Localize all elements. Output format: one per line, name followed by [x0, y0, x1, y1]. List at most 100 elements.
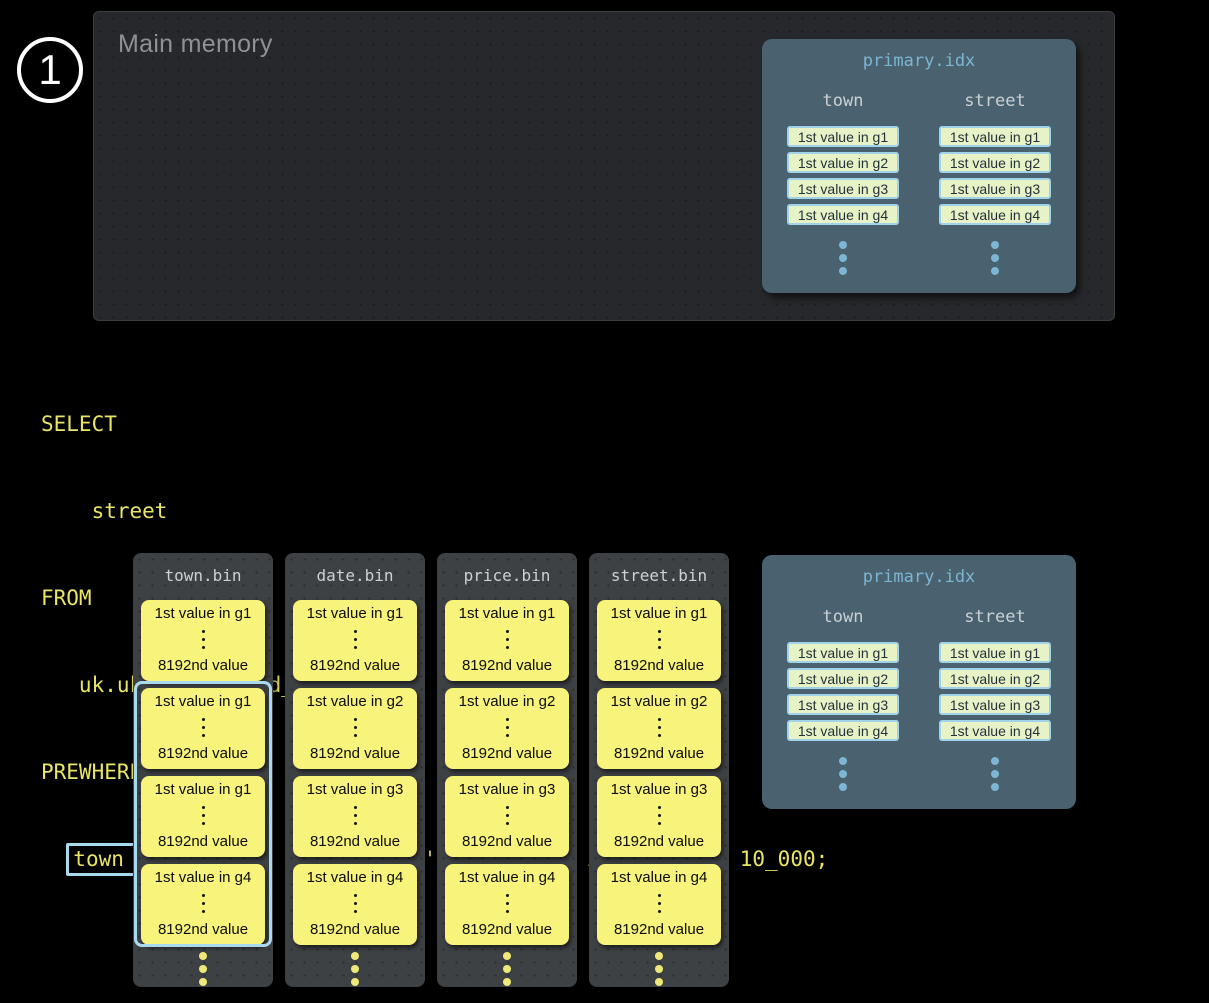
index-entry-chip: 1st value in g1 [939, 642, 1051, 663]
step-badge: 1 [17, 37, 83, 103]
index-entry-chip: 1st value in g3 [939, 694, 1051, 715]
granule-block: 1st value in g3 8192nd value [293, 776, 417, 857]
index-column-header: street [964, 91, 1026, 111]
index-column-header: street [964, 607, 1026, 627]
granule-last-value: 8192nd value [309, 657, 401, 674]
granule-ellipsis-icon [201, 630, 205, 649]
index-entry-chip: 1st value in g2 [939, 152, 1051, 173]
granule-first-value: 1st value in g1 [154, 781, 252, 798]
index-column-header: town [822, 607, 864, 627]
granule-last-value: 8192nd value [157, 921, 249, 938]
granule-block: 1st value in g1 8192nd value [445, 600, 569, 681]
sql-line: PREWHERE [41, 760, 143, 784]
granule-ellipsis-icon [505, 630, 509, 649]
granule-block: 1st value in g4 8192nd value [141, 864, 265, 945]
sql-line: street [41, 499, 168, 523]
granule-ellipsis-icon [201, 806, 205, 825]
granule-last-value: 8192nd value [157, 657, 249, 674]
granule-block: 1st value in g2 8192nd value [445, 688, 569, 769]
granule-block: 1st value in g3 8192nd value [445, 776, 569, 857]
granule-last-value: 8192nd value [157, 833, 249, 850]
index-column-town: town 1st value in g1 1st value in g2 1st… [787, 607, 899, 791]
granule-last-value: 8192nd value [613, 921, 705, 938]
index-entry-chip: 1st value in g1 [787, 642, 899, 663]
granule-first-value: 1st value in g1 [154, 605, 252, 622]
granule-last-value: 8192nd value [613, 745, 705, 762]
index-entry-chip: 1st value in g4 [939, 204, 1051, 225]
granule-first-value: 1st value in g4 [458, 869, 556, 886]
ellipsis-dots-icon [991, 757, 999, 791]
index-column-street: street 1st value in g1 1st value in g2 1… [939, 607, 1051, 791]
column-file-date: date.bin 1st value in g1 8192nd value 1s… [285, 553, 425, 987]
index-column-street: street 1st value in g1 1st value in g2 1… [939, 91, 1051, 275]
granule-last-value: 8192nd value [461, 745, 553, 762]
index-column-town: town 1st value in g1 1st value in g2 1st… [787, 91, 899, 275]
granule-first-value: 1st value in g4 [154, 869, 252, 886]
index-entry-chip: 1st value in g4 [787, 204, 899, 225]
granule-ellipsis-icon [657, 718, 661, 737]
granule-first-value: 1st value in g3 [458, 781, 556, 798]
granule-ellipsis-icon [353, 718, 357, 737]
granule-first-value: 1st value in g4 [610, 869, 708, 886]
step-number: 1 [38, 46, 62, 93]
granule-ellipsis-icon [353, 806, 357, 825]
granule-block: 1st value in g2 8192nd value [597, 688, 721, 769]
granule-ellipsis-icon [505, 894, 509, 913]
primary-index-title: primary.idx [862, 51, 976, 71]
index-entry-chip: 1st value in g1 [939, 126, 1051, 147]
index-entry-chip: 1st value in g1 [787, 126, 899, 147]
granule-first-value: 1st value in g3 [306, 781, 404, 798]
column-file-ellipsis-icon [589, 952, 729, 986]
column-file-title: street.bin [610, 566, 708, 585]
granule-block: 1st value in g3 8192nd value [597, 776, 721, 857]
granule-ellipsis-icon [505, 806, 509, 825]
index-entry-chip: 1st value in g2 [787, 668, 899, 689]
main-memory-title: Main memory [118, 30, 273, 58]
granule-ellipsis-icon [201, 894, 205, 913]
sql-indent [41, 847, 66, 871]
granule-block: 1st value in g4 8192nd value [293, 864, 417, 945]
ellipsis-dots-icon [839, 757, 847, 791]
index-column-header: town [822, 91, 864, 111]
sql-line: SELECT [41, 412, 117, 436]
sql-line: FROM [41, 586, 92, 610]
column-file-ellipsis-icon [285, 952, 425, 986]
granule-block: 1st value in g2 8192nd value [293, 688, 417, 769]
granule-ellipsis-icon [657, 630, 661, 649]
index-entry-chip: 1st value in g4 [939, 720, 1051, 741]
granule-last-value: 8192nd value [309, 833, 401, 850]
column-file-ellipsis-icon [133, 952, 273, 986]
index-entry-chip: 1st value in g2 [939, 668, 1051, 689]
granule-block: 1st value in g1 8192nd value [293, 600, 417, 681]
primary-index-card-disk: primary.idx town 1st value in g1 1st val… [762, 555, 1076, 809]
granule-ellipsis-icon [505, 718, 509, 737]
column-file-town: town.bin 1st value in g1 8192nd value 1s… [133, 553, 273, 987]
granule-last-value: 8192nd value [309, 921, 401, 938]
ellipsis-dots-icon [839, 241, 847, 275]
granule-first-value: 1st value in g4 [306, 869, 404, 886]
granule-first-value: 1st value in g1 [154, 693, 252, 710]
granule-last-value: 8192nd value [461, 921, 553, 938]
granule-first-value: 1st value in g2 [610, 693, 708, 710]
granule-last-value: 8192nd value [461, 833, 553, 850]
granule-last-value: 8192nd value [613, 833, 705, 850]
primary-index-card-memory: primary.idx town 1st value in g1 1st val… [762, 39, 1076, 293]
column-file-title: date.bin [316, 566, 394, 585]
granule-ellipsis-icon [353, 894, 357, 913]
granule-first-value: 1st value in g1 [610, 605, 708, 622]
granule-last-value: 8192nd value [613, 657, 705, 674]
index-entry-chip: 1st value in g4 [787, 720, 899, 741]
primary-index-title: primary.idx [862, 567, 976, 587]
column-file-title: town.bin [164, 566, 242, 585]
granule-first-value: 1st value in g3 [610, 781, 708, 798]
granule-ellipsis-icon [353, 630, 357, 649]
granule-last-value: 8192nd value [157, 745, 249, 762]
granule-ellipsis-icon [201, 718, 205, 737]
granule-ellipsis-icon [657, 806, 661, 825]
index-entry-chip: 1st value in g3 [787, 178, 899, 199]
index-entry-chip: 1st value in g2 [787, 152, 899, 173]
granule-block: 1st value in g1 8192nd value [141, 600, 265, 681]
column-file-ellipsis-icon [437, 952, 577, 986]
column-file-street: street.bin 1st value in g1 8192nd value … [589, 553, 729, 987]
